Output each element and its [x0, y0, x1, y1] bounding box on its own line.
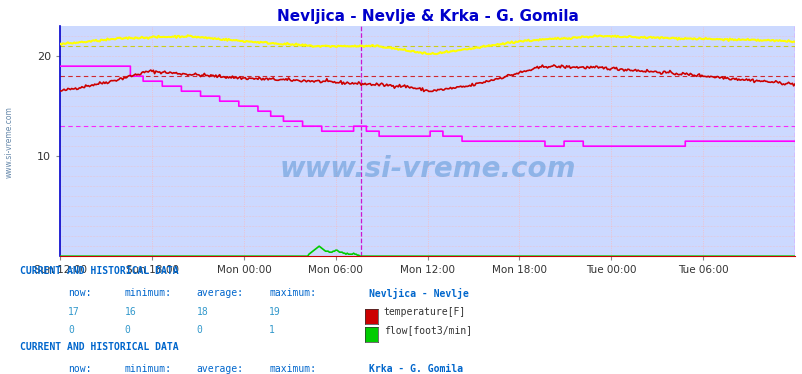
- Text: www.si-vreme.com: www.si-vreme.com: [279, 155, 575, 183]
- Text: now:: now:: [68, 288, 91, 298]
- Text: 19: 19: [269, 307, 281, 318]
- Text: minimum:: minimum:: [124, 288, 172, 298]
- Text: minimum:: minimum:: [124, 364, 172, 374]
- Text: Nevljica - Nevlje: Nevljica - Nevlje: [369, 288, 468, 299]
- Text: average:: average:: [196, 364, 244, 374]
- Text: 18: 18: [196, 307, 209, 318]
- Text: temperature[F]: temperature[F]: [383, 307, 465, 318]
- Text: flow[foot3/min]: flow[foot3/min]: [383, 325, 472, 335]
- Text: now:: now:: [68, 364, 91, 374]
- Text: 0: 0: [68, 325, 74, 335]
- Text: www.si-vreme.com: www.si-vreme.com: [5, 106, 14, 178]
- Text: 0: 0: [196, 325, 202, 335]
- Text: average:: average:: [196, 288, 244, 298]
- Text: maximum:: maximum:: [269, 364, 316, 374]
- Text: 17: 17: [68, 307, 80, 318]
- Text: Krka - G. Gomila: Krka - G. Gomila: [369, 364, 463, 374]
- Text: 1: 1: [269, 325, 274, 335]
- Title: Nevljica - Nevlje & Krka - G. Gomila: Nevljica - Nevlje & Krka - G. Gomila: [277, 9, 577, 24]
- Text: CURRENT AND HISTORICAL DATA: CURRENT AND HISTORICAL DATA: [20, 266, 179, 276]
- Text: 0: 0: [124, 325, 130, 335]
- Text: CURRENT AND HISTORICAL DATA: CURRENT AND HISTORICAL DATA: [20, 342, 179, 352]
- Text: maximum:: maximum:: [269, 288, 316, 298]
- Text: 16: 16: [124, 307, 136, 318]
